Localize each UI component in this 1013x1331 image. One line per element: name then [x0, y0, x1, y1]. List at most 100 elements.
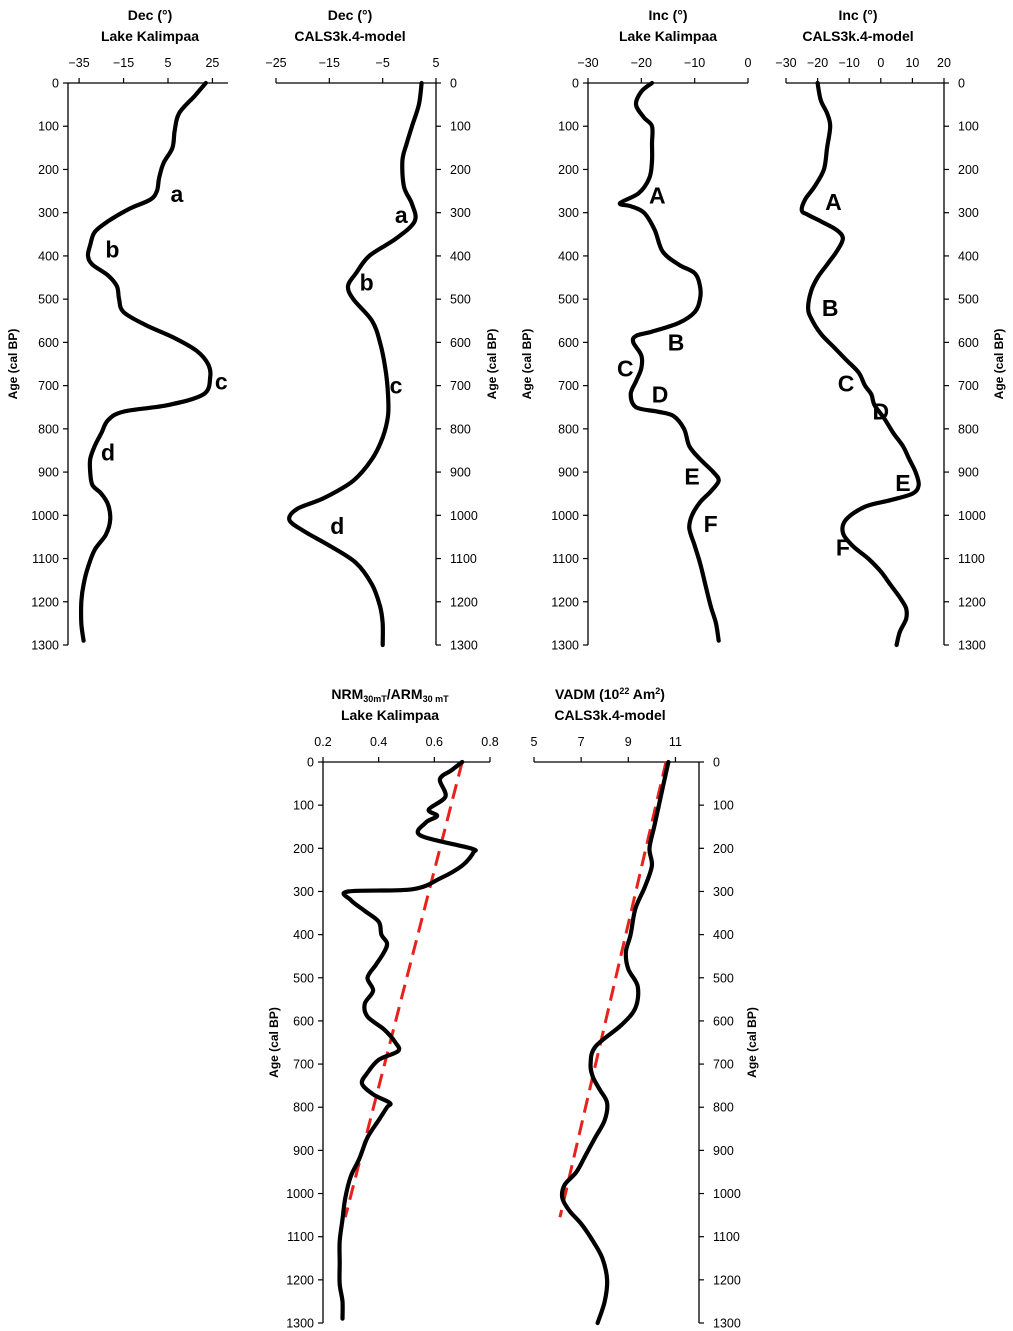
- x-tick-label: 0.8: [481, 735, 498, 749]
- y-tick-label: 400: [713, 928, 734, 942]
- y-tick-label: 1100: [552, 552, 579, 566]
- y-axis-label: Age (cal BP): [267, 1007, 281, 1078]
- x-tick-label: 5: [433, 56, 440, 70]
- x-tick-label: 11: [669, 735, 682, 749]
- y-tick-label: 200: [713, 842, 734, 856]
- y-tick-label: 200: [958, 163, 979, 177]
- y-tick-label: 300: [558, 206, 579, 220]
- y-tick-label: 100: [293, 799, 314, 813]
- series-line: [78, 80, 213, 643]
- series-line: [337, 759, 478, 1321]
- y-tick-label: 400: [38, 249, 59, 263]
- x-tick-label: 0.2: [314, 735, 331, 749]
- y-tick-label: 700: [450, 379, 471, 393]
- y-axis-label: Age (cal BP): [992, 329, 1006, 400]
- panel-title-line1: NRM30mT​/ARM30 mT​: [331, 686, 449, 704]
- y-tick-label: 400: [450, 249, 471, 263]
- x-tick-label: 7: [578, 735, 585, 749]
- y-axis-label: Age (cal BP): [520, 329, 534, 400]
- panel-title-line1: Inc (°): [648, 7, 687, 23]
- y-tick-label: 300: [293, 885, 314, 899]
- panel-title-line2: Lake Kalimpaa: [101, 28, 199, 44]
- y-tick-label: 1100: [32, 552, 59, 566]
- y-tick-label: 1200: [958, 595, 986, 609]
- feature-label: F: [836, 535, 850, 561]
- feature-label: d: [330, 513, 344, 539]
- feature-label: b: [105, 236, 119, 262]
- y-tick-label: 600: [293, 1014, 314, 1028]
- y-tick-label: 200: [558, 163, 579, 177]
- panel-title-line1: Dec (°): [128, 7, 173, 23]
- y-tick-label: 300: [958, 206, 979, 220]
- feature-label: F: [704, 511, 718, 537]
- x-tick-label: 25: [205, 56, 219, 70]
- y-tick-label: 0: [713, 756, 720, 770]
- y-tick-label: 1200: [713, 1273, 741, 1287]
- panel-title-line1: Inc (°): [838, 7, 877, 23]
- x-tick-label: −35: [69, 56, 90, 70]
- y-tick-label: 900: [293, 1144, 314, 1158]
- y-tick-label: 0: [307, 756, 314, 770]
- y-tick-label: 800: [293, 1101, 314, 1115]
- x-tick-label: 5: [165, 56, 172, 70]
- series-line: [799, 80, 921, 648]
- y-tick-label: 1300: [31, 639, 59, 653]
- y-tick-label: 400: [558, 249, 579, 263]
- x-tick-label: 0: [877, 56, 884, 70]
- y-tick-label: 800: [558, 422, 579, 436]
- feature-label: A: [825, 189, 842, 215]
- y-tick-label: 500: [293, 971, 314, 985]
- x-tick-label: −30: [577, 56, 598, 70]
- y-tick-label: 300: [38, 206, 59, 220]
- y-tick-label: 300: [450, 206, 471, 220]
- y-tick-label: 700: [293, 1058, 314, 1072]
- y-tick-label: 1200: [450, 595, 478, 609]
- series-line: [287, 80, 424, 648]
- panel-dec_lake: Dec (°) Lake Kalimpaa −35 −15 5 25 0 100 200 300 4…: [6, 7, 228, 653]
- panel-title-line1: VADM (1022​ Am2​): [555, 686, 665, 702]
- y-axis-label: Age (cal BP): [6, 329, 20, 400]
- feature-label: B: [668, 329, 685, 355]
- panel-title-line2: CALS3k.4-model: [802, 28, 913, 44]
- y-tick-label: 100: [450, 120, 471, 134]
- x-tick-label: 0.4: [370, 735, 387, 749]
- y-tick-label: 1100: [287, 1230, 314, 1244]
- y-tick-label: 500: [558, 293, 579, 307]
- y-tick-label: 500: [713, 971, 734, 985]
- x-tick-label: −5: [376, 56, 390, 70]
- y-tick-label: 1300: [450, 639, 478, 653]
- x-tick-label: −25: [265, 56, 286, 70]
- y-tick-label: 500: [38, 293, 59, 307]
- y-tick-label: 200: [450, 163, 471, 177]
- y-tick-label: 500: [450, 293, 471, 307]
- x-tick-label: 20: [937, 56, 951, 70]
- y-tick-label: 1000: [551, 509, 579, 523]
- x-tick-label: −10: [839, 56, 860, 70]
- y-tick-label: 700: [713, 1058, 734, 1072]
- y-tick-label: 100: [558, 120, 579, 134]
- y-tick-label: 500: [958, 293, 979, 307]
- y-tick-label: 900: [450, 466, 471, 480]
- series-line: [617, 80, 721, 643]
- y-tick-label: 1000: [286, 1187, 314, 1201]
- y-tick-label: 600: [558, 336, 579, 350]
- y-tick-label: 700: [958, 379, 979, 393]
- feature-label: a: [170, 181, 183, 207]
- y-tick-label: 400: [958, 249, 979, 263]
- y-tick-label: 0: [958, 77, 965, 91]
- y-tick-label: 800: [713, 1101, 734, 1115]
- y-tick-label: 0: [52, 77, 59, 91]
- y-tick-label: 700: [38, 379, 59, 393]
- panel-nrm_lake: NRM30mT​/ARM30 mT​ Lake Kalimpaa 0.2 0.4 0.6…: [267, 686, 499, 1331]
- y-tick-label: 600: [713, 1014, 734, 1028]
- y-tick-label: 1000: [31, 509, 59, 523]
- feature-label: D: [652, 381, 669, 407]
- trend-line: [558, 761, 668, 1218]
- y-tick-label: 700: [558, 379, 579, 393]
- panel-title-line2: Lake Kalimpaa: [619, 28, 717, 44]
- feature-label: E: [684, 463, 699, 489]
- y-tick-label: 1100: [450, 552, 477, 566]
- y-tick-label: 1200: [551, 595, 579, 609]
- y-tick-label: 1000: [713, 1187, 741, 1201]
